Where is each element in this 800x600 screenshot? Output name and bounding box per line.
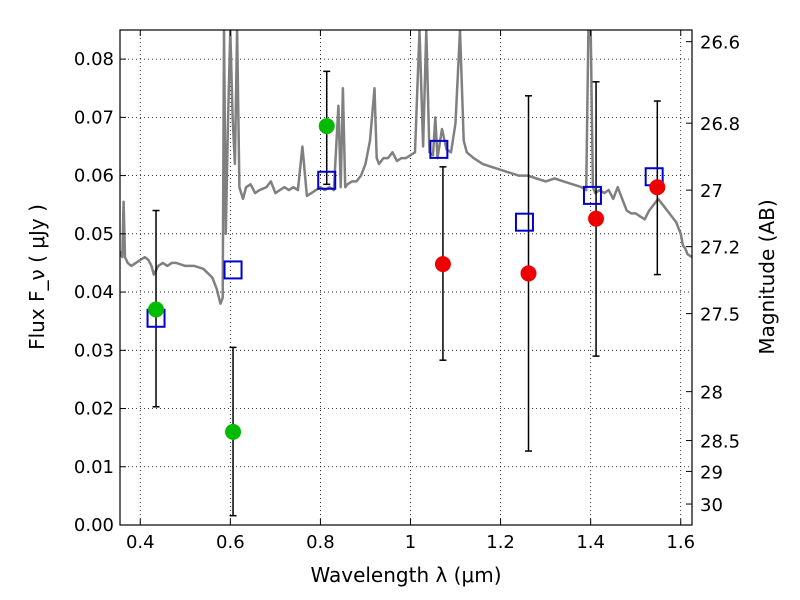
x-tick-label: 0.6	[216, 532, 245, 553]
model-flux-square	[514, 212, 534, 232]
x-tick-label: 0.4	[126, 532, 155, 553]
right-tick-label: 27.2	[700, 238, 740, 259]
y-tick-label: 0.05	[74, 224, 114, 245]
x-tick-label: 0.8	[306, 532, 335, 553]
model-flux-square	[429, 139, 449, 159]
plot-frame	[119, 29, 693, 526]
y-tick-label: 0.01	[74, 457, 114, 478]
spectrum-line	[120, 30, 692, 305]
model-flux-square	[582, 185, 602, 205]
x-tick-label: 1.6	[666, 532, 695, 553]
y-tick-label: 0.03	[74, 340, 114, 361]
y-tick-label: 0.08	[74, 49, 114, 70]
y-tick-label: 0.00	[74, 515, 114, 536]
right-tick-label: 26.8	[700, 114, 740, 135]
model-spectrum	[120, 30, 692, 305]
x-tick-labels: 0.4 0.6 0.8 1 1.2 1.4 1.6	[126, 532, 695, 553]
y-tick-labels: 0.00 0.01 0.02 0.03 0.04 0.05 0.06 0.07 0.08	[74, 49, 114, 536]
right-tick-labels: 26.6 26.8 27 27.2 27.5 28 28.5 29 30	[700, 33, 740, 516]
y-axis-label: Flux F_ν ( μJy )	[25, 204, 49, 350]
data-markers	[146, 118, 666, 440]
model-flux-square	[223, 260, 243, 280]
right-tick-label: 28.5	[700, 432, 740, 453]
y-tick-label: 0.02	[74, 399, 114, 420]
x-axis-label: Wavelength λ (μm)	[310, 563, 501, 587]
y-tick-label: 0.04	[74, 282, 114, 303]
red-data-point	[434, 256, 451, 273]
x-tick-label: 1	[405, 532, 416, 553]
y-tick-label: 0.07	[74, 107, 114, 128]
red-data-point	[520, 265, 537, 282]
right-axis-label: Magnitude (AB)	[755, 199, 779, 354]
axis-ticks	[120, 30, 692, 526]
red-data-point	[588, 210, 605, 227]
green-data-point	[148, 301, 165, 318]
y-tick-label: 0.06	[74, 166, 114, 187]
plot-area	[120, 30, 692, 525]
right-tick-label: 26.6	[700, 33, 740, 54]
model-flux-square	[317, 170, 337, 190]
right-tick-label: 30	[700, 495, 723, 516]
x-tick-label: 1.4	[576, 532, 605, 553]
green-data-point	[225, 423, 242, 440]
red-data-point	[649, 179, 666, 196]
right-tick-label: 27.5	[700, 305, 740, 326]
right-tick-label: 28	[700, 383, 723, 404]
x-tick-label: 1.2	[486, 532, 515, 553]
right-tick-label: 29	[700, 462, 723, 483]
right-tick-label: 27	[700, 181, 723, 202]
green-data-point	[318, 118, 335, 135]
